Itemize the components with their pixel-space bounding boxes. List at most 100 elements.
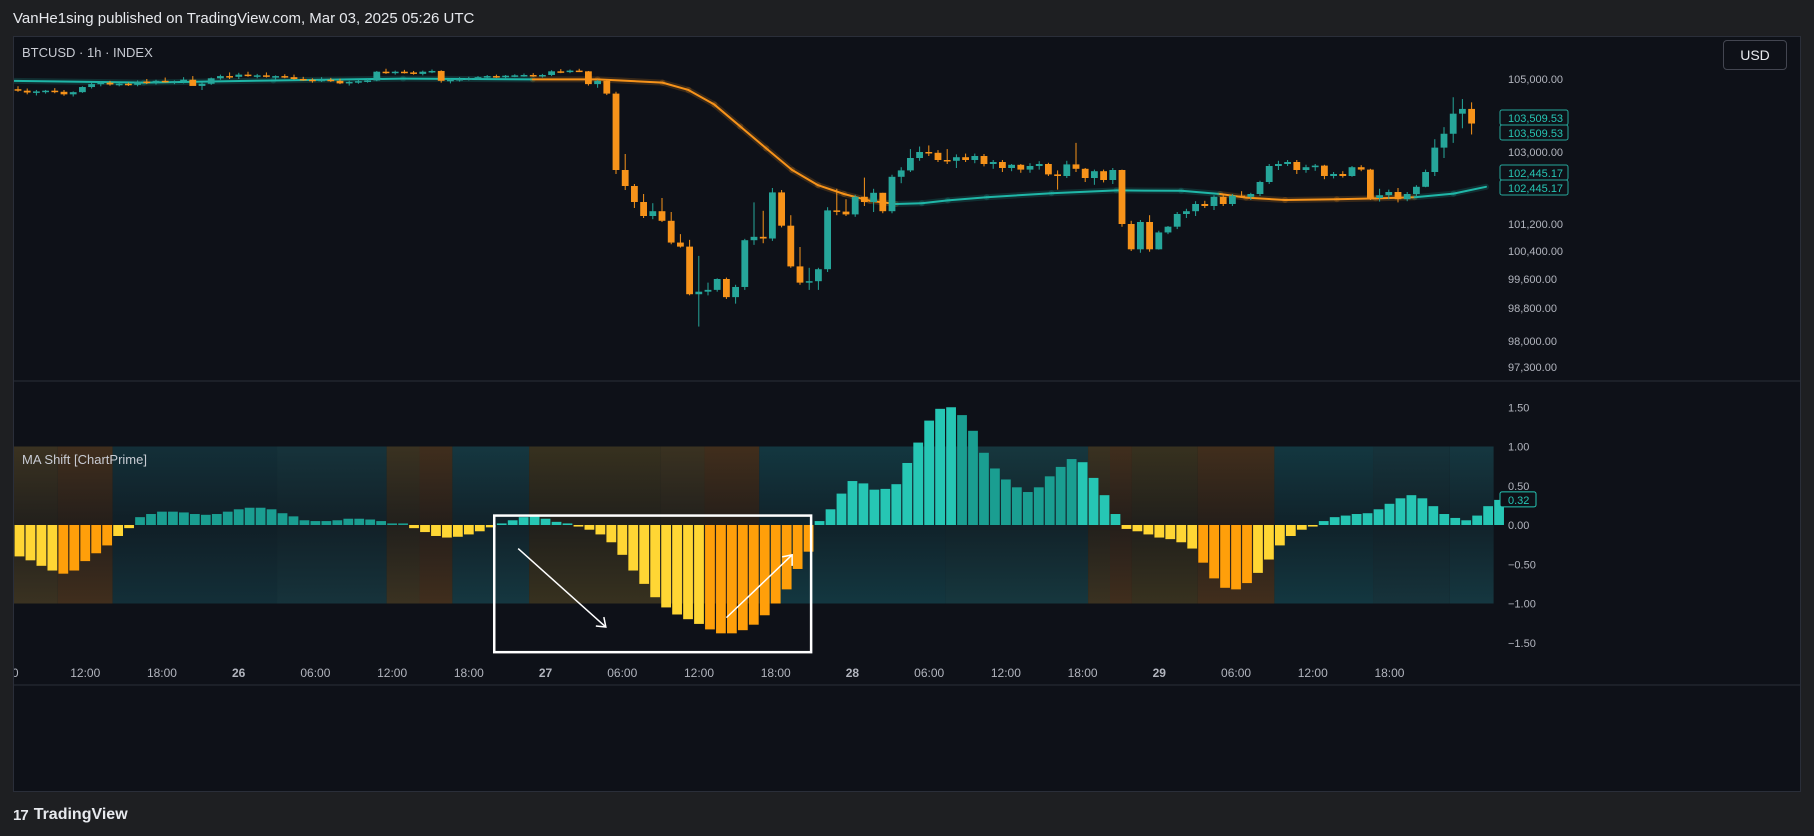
oscillator-bar: [244, 507, 255, 525]
oscillator-bar: [25, 525, 36, 561]
price-label: 102,445.17: [1508, 168, 1563, 180]
candle-body: [180, 79, 187, 82]
candle-body: [925, 152, 933, 154]
candle-body: [631, 186, 638, 202]
candle-body: [401, 71, 408, 74]
oscillator-bar: [1110, 514, 1121, 525]
candle-body: [603, 80, 611, 94]
oscillator-bar: [442, 525, 452, 538]
candle-body: [658, 211, 666, 221]
candle-body: [134, 81, 141, 85]
annotation-arrow-down: [517, 547, 607, 628]
annotation-box: [492, 514, 813, 654]
oscillator-bar: [1209, 525, 1219, 579]
oscillator-bar: [200, 514, 211, 525]
oscillator-bar: [825, 509, 836, 525]
candle-body: [1091, 171, 1098, 178]
oscillator-bar: [1384, 503, 1395, 525]
oscillator-bar: [69, 525, 80, 571]
time-tick-label: 29: [1153, 666, 1167, 680]
candle-body: [667, 220, 675, 243]
candle-body: [1109, 170, 1117, 180]
oscillator-bar: [957, 415, 967, 525]
oscillator-bar: [781, 525, 792, 590]
oscillator-tick-label: −1.00: [1508, 599, 1536, 611]
currency-button[interactable]: USD: [1723, 40, 1787, 70]
candle-body: [217, 76, 224, 79]
oscillator-bar: [1417, 498, 1428, 525]
oscillator-bar: [332, 520, 343, 525]
candle-body: [106, 82, 114, 85]
price-tick-label: 105,000.00: [1508, 74, 1563, 86]
oscillator-bar: [551, 521, 562, 525]
oscillator-tick-label: 0.00: [1508, 520, 1529, 532]
candle-body: [851, 196, 859, 215]
oscillator-bar: [1461, 520, 1472, 525]
candle-body: [161, 80, 169, 83]
oscillator-bar: [1121, 525, 1132, 529]
candle-body: [1440, 133, 1448, 148]
time-tick-label: 06:00: [607, 666, 637, 680]
oscillator-bar: [431, 525, 441, 536]
oscillator-bar: [91, 525, 102, 554]
oscillator-bar: [409, 525, 419, 529]
oscillator-bar: [1220, 525, 1230, 588]
oscillator-bar: [946, 407, 956, 525]
candle-body: [897, 170, 905, 177]
oscillator-bar: [1450, 517, 1461, 525]
candle-body: [1422, 172, 1429, 187]
oscillator-bar: [1242, 525, 1252, 584]
candle-body: [1302, 167, 1310, 170]
oscillator-bar: [1044, 476, 1055, 525]
candle-body: [1275, 164, 1282, 166]
ma-segment: [791, 169, 820, 187]
oscillator-bar: [321, 521, 332, 525]
candle-body: [907, 158, 914, 171]
candle-body: [1072, 164, 1080, 169]
oscillator-bar: [1285, 525, 1296, 536]
time-tick-label: 06:00: [300, 666, 330, 680]
candle-body: [125, 83, 132, 86]
candle-body: [42, 90, 49, 93]
ma-segment: [1452, 185, 1487, 195]
candle-body: [575, 70, 583, 73]
candle-body: [299, 79, 307, 81]
indicator-label[interactable]: MA Shift [ChartPrime]: [22, 452, 147, 467]
oscillator-bar: [463, 525, 474, 535]
ma-segment: [817, 184, 846, 195]
oscillator-bar: [683, 525, 693, 620]
candle-body: [1265, 166, 1273, 182]
oscillator-bar: [1340, 515, 1351, 525]
price-tick-label: 98,800.00: [1508, 303, 1557, 315]
candle-body: [318, 79, 325, 82]
chart-canvas[interactable]: 105,000.00 103,000.00 101,200.00 100,400.00…: [14, 37, 1801, 792]
symbol-label[interactable]: BTCUSD · 1h · INDEX: [22, 45, 153, 60]
oscillator-bar: [540, 518, 551, 525]
candle-body: [1146, 222, 1153, 250]
last-value-box: [1499, 491, 1537, 508]
oscillator-bar: [1428, 506, 1439, 525]
candle-body: [1311, 165, 1319, 168]
candle-body: [290, 77, 298, 79]
candle-body: [732, 286, 739, 298]
oscillator-bar: [661, 525, 671, 608]
oscillator-bar: [179, 512, 189, 525]
candle-body: [1045, 164, 1052, 175]
chart-frame[interactable]: 105,000.00 103,000.00 101,200.00 100,400.00…: [13, 36, 1801, 792]
candle-body: [704, 289, 712, 292]
oscillator-bar: [146, 514, 156, 525]
tradingview-logo[interactable]: 17 TradingView: [13, 806, 128, 824]
candle-body: [861, 196, 868, 202]
ma-segment: [272, 77, 405, 82]
oscillator-bar: [1143, 525, 1154, 535]
candle-body: [1238, 195, 1245, 198]
oscillator-bar: [814, 521, 825, 525]
tradingview-logo-icon: 17: [13, 806, 29, 824]
oscillator-histogram: [14, 407, 1504, 634]
candle-body: [723, 279, 730, 298]
oscillator-bar: [518, 517, 529, 525]
candle-body: [189, 79, 197, 86]
candle-body: [437, 70, 445, 81]
candle-body: [336, 80, 344, 84]
oscillator-bar: [222, 511, 233, 525]
